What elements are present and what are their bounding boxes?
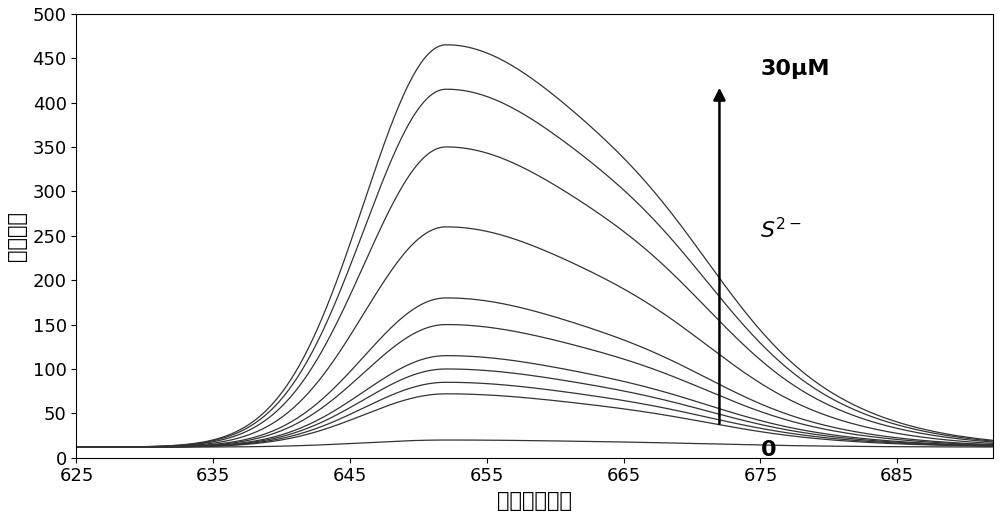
Text: $S^{2-}$: $S^{2-}$ [760,217,802,242]
Text: 30μM: 30μM [760,59,830,79]
Y-axis label: 荧光强度: 荧光强度 [7,211,27,261]
X-axis label: 波长（纳米）: 波长（纳米） [497,491,572,511]
Text: 0: 0 [760,440,776,460]
